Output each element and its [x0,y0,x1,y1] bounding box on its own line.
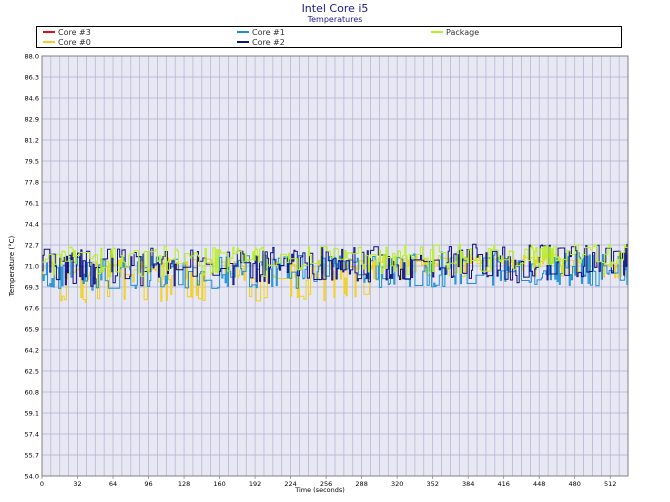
legend-label-core3: Core #3 [58,28,91,37]
x-tick-label: 160 [213,480,225,488]
x-tick-label: 512 [604,480,616,488]
x-tick-labels: 0 32 64 96 128 160 192 224 256 288 320 352 384 416 448… [40,476,616,488]
legend-item-core3: Core #3 [43,28,91,37]
legend-label-core0: Core #0 [58,38,91,47]
legend-label-package: Package [446,28,480,37]
legend-swatch-core3 [43,30,55,33]
legend-item-core2: Core #2 [237,38,285,47]
series-line-package [42,243,629,278]
x-tick-label: 32 [73,480,81,488]
legend: Core #3 Core #0 Core #1 Core #2 Package [36,26,622,48]
x-tick-label: 416 [497,480,509,488]
x-tick-label: 256 [320,480,332,488]
series-group [42,243,629,303]
legend-swatch-core2 [237,40,249,43]
y-tick-label: 86.3 [25,74,39,82]
chart-subtitle: Temperatures [307,15,363,24]
x-tick-label: 224 [284,480,296,488]
legend-item-core0: Core #0 [43,38,91,47]
y-tick-label: 77.8 [25,179,39,187]
y-tick-label: 72.7 [25,242,39,250]
y-tick-label: 76.1 [25,200,39,208]
y-tick-label: 71.0 [25,263,39,271]
x-tick-label: 192 [249,480,261,488]
x-tick-label: 480 [569,480,581,488]
chart-title: Intel Core i5 [301,2,369,15]
x-tick-label: 64 [109,480,117,488]
y-tick-label: 64.2 [25,347,39,355]
x-tick-label: 448 [533,480,545,488]
y-tick-label: 62.5 [25,368,39,376]
y-tick-label: 74.4 [25,221,39,229]
legend-label-core1: Core #1 [252,28,285,37]
legend-item-core1: Core #1 [237,28,285,37]
y-tick-label: 60.8 [25,389,39,397]
y-tick-label: 55.7 [25,452,39,460]
y-tick-label: 59.1 [25,410,39,418]
plot-border [41,55,629,477]
x-tick-label: 128 [178,480,190,488]
x-tick-label: 384 [462,480,474,488]
y-axis-label: Temperature (°C) [8,236,16,298]
x-tick-label: 0 [40,480,44,488]
x-tick-label: 320 [391,480,403,488]
legend-label-core2: Core #2 [252,38,285,47]
x-tick-label: 352 [426,480,438,488]
legend-item-package: Package [431,28,479,37]
y-tick-label: 67.6 [25,305,39,313]
y-tick-label: 57.4 [25,431,39,439]
y-tick-labels: 54.0 55.7 57.4 59.1 60.8 62.5 64.2 65.9 67.6 69.3… [25,53,39,481]
y-tick-label: 65.9 [25,326,39,334]
y-tick-label: 79.5 [25,158,39,166]
y-tick-label: 88.0 [25,53,39,61]
y-tick-label: 54.0 [25,473,39,481]
legend-swatch-core1 [237,30,249,33]
x-tick-label: 96 [144,480,152,488]
y-tick-label: 84.6 [25,95,39,103]
y-tick-label: 81.2 [25,137,39,145]
legend-swatch-package [431,30,443,33]
legend-swatch-core0 [43,40,55,43]
x-axis-label: Time (seconds) [294,486,345,494]
y-tick-label: 82.9 [25,116,39,124]
y-tick-label: 69.3 [25,284,39,292]
x-tick-label: 288 [355,480,367,488]
